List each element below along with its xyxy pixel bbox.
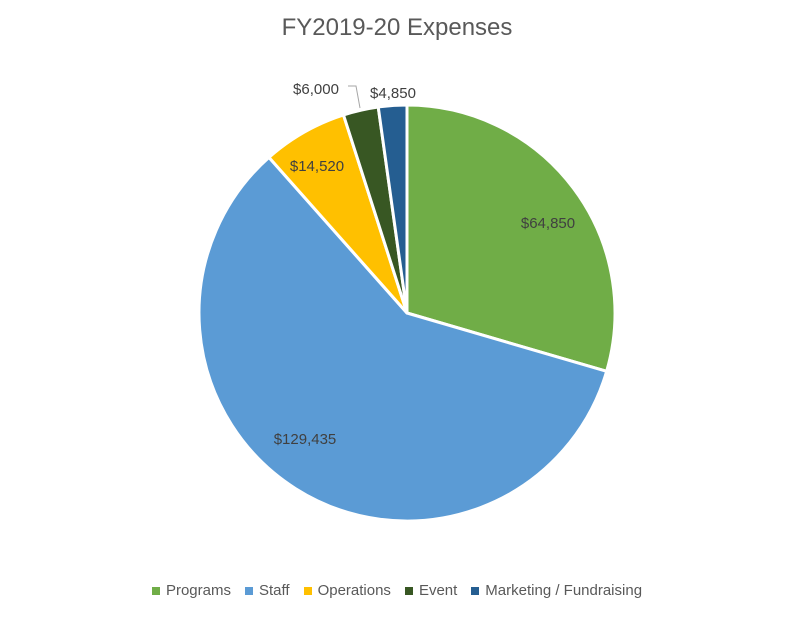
legend-item-marketing-fundraising: Marketing / Fundraising <box>471 582 642 599</box>
event-label-leader-line <box>348 85 361 109</box>
legend-swatch <box>303 586 312 595</box>
legend-item-event: Event <box>404 582 458 599</box>
data-label-event: $6,000 <box>293 81 339 98</box>
legend-swatch <box>151 586 160 595</box>
data-label-operations: $14,520 <box>290 158 344 175</box>
legend-swatch <box>244 586 253 595</box>
legend-swatch <box>471 586 480 595</box>
pie-slice-staff <box>197 155 609 523</box>
legend-label: Programs <box>165 582 231 599</box>
pie-slice-programs <box>405 103 617 373</box>
legend-item-staff: Staff <box>244 582 290 599</box>
legend-label: Staff <box>258 582 290 599</box>
legend-item-programs: Programs <box>151 582 231 599</box>
data-label-programs: $64,850 <box>521 215 575 232</box>
legend-swatch <box>404 586 413 595</box>
legend-label: Marketing / Fundraising <box>485 582 643 599</box>
legend: Programs Staff Operations Event Marketing / … <box>0 582 794 599</box>
pie-slice-marketing-fundraising <box>376 103 409 315</box>
chart-title: FY2019-20 Expenses <box>281 14 513 41</box>
legend-label: Event <box>418 582 458 599</box>
legend-item-operations: Operations <box>303 582 391 599</box>
legend-label: Operations <box>317 582 391 599</box>
data-label-staff: $129,435 <box>274 431 337 448</box>
data-label-marketing-fundraising: $4,850 <box>370 85 416 102</box>
